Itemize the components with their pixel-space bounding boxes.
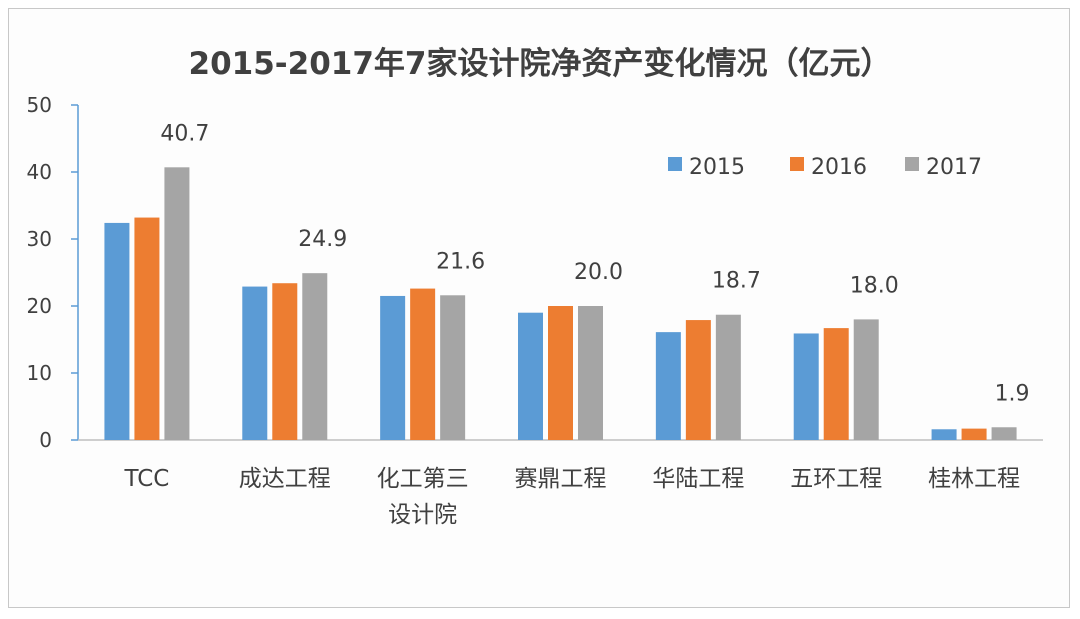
data-label: 24.9 (298, 227, 347, 252)
bar-2015-6 (793, 333, 819, 440)
bar-2017-6 (853, 319, 879, 440)
data-label: 40.7 (160, 121, 209, 146)
bar-2016-7 (961, 428, 987, 440)
bar-2016-3 (410, 288, 436, 440)
bar-2015-4 (518, 312, 543, 440)
y-tick-label: 50 (27, 93, 52, 117)
data-label: 20.0 (574, 260, 623, 285)
bar-2017-1 (164, 167, 190, 440)
category-label: 设计院 (388, 502, 457, 528)
chart-title: 2015-2017年7家设计院净资产变化情况（亿元） (188, 46, 892, 82)
legend-swatch-2017 (905, 157, 919, 171)
bar-2017-5 (715, 314, 741, 440)
bar-2017-7 (991, 427, 1017, 440)
category-label: TCC (124, 466, 170, 492)
bar-2016-5 (685, 320, 711, 440)
legend-swatch-2015 (668, 157, 682, 171)
bar-2015-1 (104, 222, 130, 440)
legend-label-2016: 2016 (811, 155, 867, 180)
data-label: 21.6 (436, 249, 485, 274)
bar-2017-4 (578, 306, 603, 440)
legend-label-2017: 2017 (926, 155, 982, 180)
bar-2016-1 (134, 217, 160, 440)
y-tick-label: 40 (27, 160, 52, 184)
category-label: 华陆工程 (652, 466, 744, 492)
data-label: 18.0 (850, 273, 899, 298)
bar-2016-4 (548, 306, 573, 440)
y-tick-label: 20 (27, 294, 52, 318)
bar-2016-6 (823, 328, 849, 440)
legend-swatch-2016 (790, 157, 804, 171)
bar-2015-5 (655, 332, 681, 440)
data-label: 18.7 (712, 269, 761, 294)
bar-2015-7 (931, 429, 957, 440)
category-label: 化工第三 (377, 466, 469, 492)
bar-2017-3 (440, 295, 466, 440)
bar-2016-2 (272, 283, 298, 440)
legend-label-2015: 2015 (689, 155, 745, 180)
category-label: 赛鼎工程 (515, 466, 607, 492)
data-label: 1.9 (995, 381, 1030, 406)
bar-2017-2 (302, 273, 328, 440)
y-tick-label: 0 (39, 428, 52, 452)
category-label: 五环工程 (790, 466, 882, 492)
category-label: 成达工程 (239, 466, 331, 492)
y-tick-label: 10 (27, 361, 52, 385)
bar-2015-2 (242, 286, 268, 440)
y-tick-label: 30 (27, 227, 52, 251)
category-label: 桂林工程 (928, 466, 1020, 492)
bar-2015-3 (380, 295, 406, 440)
